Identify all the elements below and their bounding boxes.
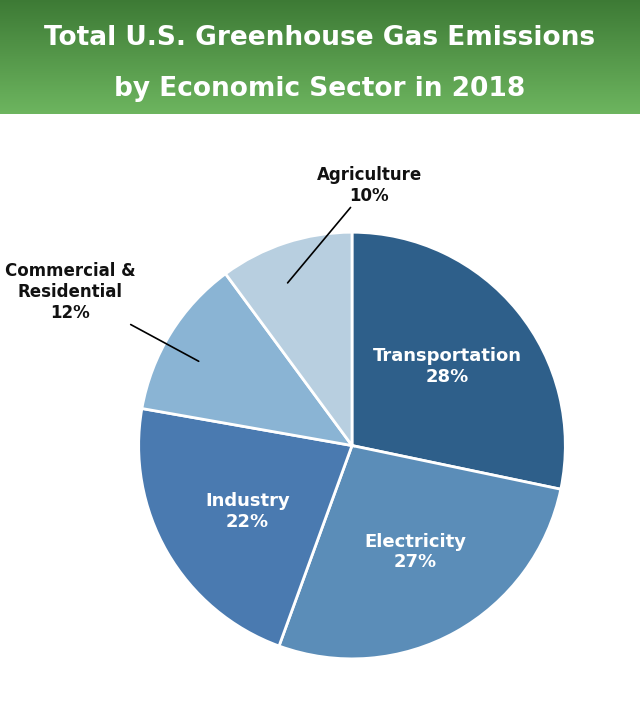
Wedge shape [279, 446, 561, 659]
Text: Electricity
27%: Electricity 27% [364, 533, 466, 571]
Wedge shape [139, 409, 352, 646]
Text: Transportation
28%: Transportation 28% [373, 347, 522, 386]
Text: Industry
22%: Industry 22% [205, 492, 290, 531]
Text: Agriculture
10%: Agriculture 10% [287, 166, 422, 283]
Wedge shape [352, 232, 565, 489]
Text: Commercial &
Residential
12%: Commercial & Residential 12% [5, 262, 198, 362]
Wedge shape [225, 232, 352, 446]
Text: Total U.S. Greenhouse Gas Emissions: Total U.S. Greenhouse Gas Emissions [44, 25, 596, 51]
Text: by Economic Sector in 2018: by Economic Sector in 2018 [115, 77, 525, 102]
Wedge shape [142, 274, 352, 446]
